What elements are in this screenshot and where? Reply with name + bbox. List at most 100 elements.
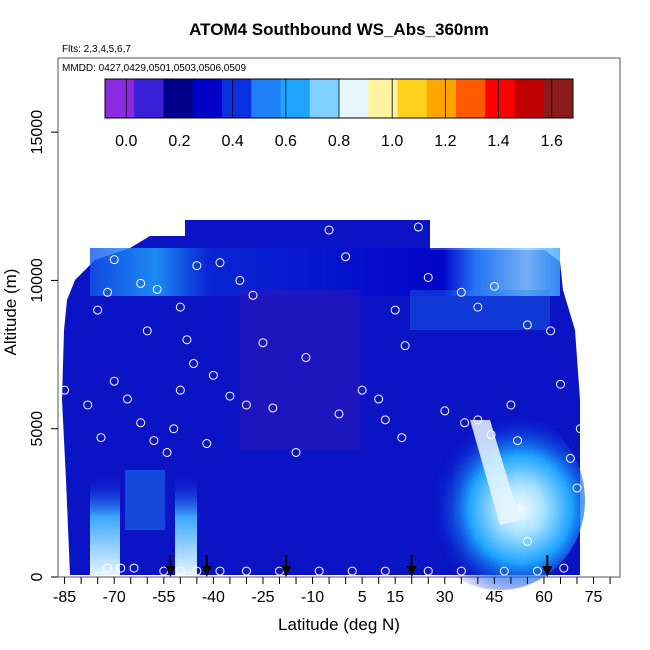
colorbar-swatch bbox=[514, 79, 545, 118]
x-tick-label: -55 bbox=[152, 589, 175, 606]
x-tick-label: 15 bbox=[386, 589, 404, 606]
sample-point bbox=[248, 290, 258, 300]
sample-point bbox=[175, 566, 185, 576]
flights-label: Flts: 2,3,4,5,6,7 bbox=[62, 44, 131, 55]
colorbar-swatch bbox=[426, 79, 457, 118]
colorbar-swatch bbox=[339, 79, 369, 118]
sample-point bbox=[572, 483, 582, 493]
colorbar-swatch bbox=[134, 79, 164, 118]
sample-point bbox=[486, 430, 496, 440]
sample-point bbox=[460, 418, 470, 428]
sample-point bbox=[189, 358, 199, 368]
sample-point bbox=[532, 566, 542, 576]
colorbar-tick-label: 0.8 bbox=[328, 133, 350, 150]
sample-point bbox=[175, 385, 185, 395]
colorbar-tick-label: 1.4 bbox=[487, 133, 509, 150]
sample-point bbox=[103, 563, 113, 573]
sample-point bbox=[565, 453, 575, 463]
y-tick-label: 10000 bbox=[29, 258, 46, 303]
sample-point bbox=[473, 415, 483, 425]
sample-point bbox=[334, 409, 344, 419]
descent-arrow bbox=[542, 555, 553, 577]
sample-point bbox=[324, 225, 334, 235]
x-tick-label: 60 bbox=[535, 589, 553, 606]
sample-point bbox=[456, 566, 466, 576]
sample-point bbox=[423, 566, 433, 576]
sample-point bbox=[60, 385, 70, 395]
colorbar-swatch bbox=[222, 79, 252, 118]
sample-point bbox=[357, 385, 367, 395]
colorbar-swatch bbox=[309, 79, 340, 118]
colorbar-swatch bbox=[251, 79, 281, 118]
sample-point bbox=[109, 376, 119, 386]
x-tick-label: -70 bbox=[103, 589, 126, 606]
sample-point bbox=[506, 400, 516, 410]
sample-point bbox=[314, 566, 324, 576]
sample-point bbox=[162, 447, 172, 457]
descent-arrow bbox=[201, 555, 212, 577]
colorbar-swatch bbox=[192, 79, 223, 118]
sample-point bbox=[400, 341, 410, 351]
sample-point bbox=[397, 433, 407, 443]
sample-point bbox=[555, 379, 565, 389]
sample-point bbox=[380, 415, 390, 425]
x-tick-label: -85 bbox=[53, 589, 76, 606]
sample-point bbox=[116, 563, 126, 573]
sample-point bbox=[93, 305, 103, 315]
sample-point bbox=[513, 436, 523, 446]
colorbar-swatch bbox=[163, 79, 194, 118]
sample-point bbox=[258, 338, 268, 348]
x-tick-label: 75 bbox=[585, 589, 603, 606]
sample-point bbox=[291, 447, 301, 457]
sample-point bbox=[539, 234, 549, 244]
sample-point bbox=[522, 320, 532, 330]
y-tick-label: 5000 bbox=[29, 411, 46, 447]
colorbar-tick-label: 1.2 bbox=[434, 133, 456, 150]
sample-point bbox=[116, 231, 126, 241]
sample-point bbox=[413, 222, 423, 232]
colorbar-swatch bbox=[485, 79, 515, 118]
sample-point bbox=[380, 566, 390, 576]
x-tick-label: -10 bbox=[301, 589, 324, 606]
y-axis-label: Altitude (m) bbox=[1, 269, 20, 356]
sample-point bbox=[202, 439, 212, 449]
sample-point bbox=[129, 563, 139, 573]
sample-points bbox=[60, 207, 585, 576]
colorbar-tick-label: 0.2 bbox=[168, 133, 190, 150]
sample-point bbox=[440, 406, 450, 416]
colorbar-tick-label: 0.4 bbox=[222, 133, 244, 150]
sample-point bbox=[301, 353, 311, 363]
sample-point bbox=[522, 536, 532, 546]
sample-point bbox=[274, 207, 284, 217]
sh-column-c bbox=[125, 470, 165, 530]
sample-point bbox=[215, 258, 225, 268]
sh-column-a bbox=[90, 470, 120, 575]
sample-point bbox=[235, 275, 245, 285]
descent-markers bbox=[165, 555, 553, 577]
sh-column-b bbox=[175, 470, 197, 575]
sample-point bbox=[182, 335, 192, 345]
sample-point bbox=[169, 424, 179, 434]
plot-frame bbox=[57, 57, 621, 578]
colorbar-swatch bbox=[105, 79, 135, 118]
nh-plume-streak bbox=[470, 420, 520, 525]
sample-point bbox=[341, 252, 351, 262]
y-tick-label: 15000 bbox=[29, 110, 46, 155]
descent-arrow bbox=[165, 555, 176, 577]
sample-point bbox=[390, 305, 400, 315]
colorbar-swatch bbox=[456, 79, 486, 118]
colorbar-swatch bbox=[280, 79, 311, 118]
x-tick-label: -40 bbox=[202, 589, 225, 606]
sample-point bbox=[546, 326, 556, 336]
nh-midlevel bbox=[410, 290, 550, 330]
colorbar-swatch bbox=[397, 79, 428, 118]
sample-point bbox=[575, 424, 585, 434]
tropical-dark-band bbox=[240, 290, 360, 450]
colorbar-tick-label: 0.0 bbox=[115, 133, 137, 150]
x-tick-label: 30 bbox=[436, 589, 454, 606]
y-axis: 0 5000 10000 15000 bbox=[29, 110, 58, 581]
x-tick-label: -25 bbox=[251, 589, 274, 606]
sample-point bbox=[103, 287, 113, 297]
sample-point bbox=[241, 566, 251, 576]
